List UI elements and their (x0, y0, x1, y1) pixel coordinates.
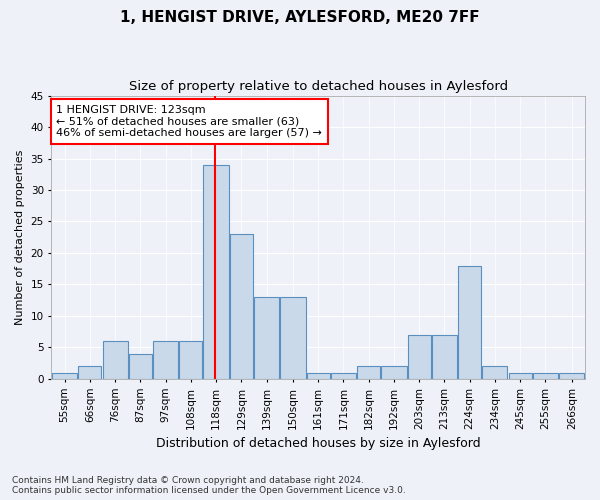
Bar (230, 234, 253, 379)
Y-axis label: Number of detached properties: Number of detached properties (15, 150, 25, 325)
Bar (533, 372, 558, 379)
Bar (458, 266, 481, 379)
Bar (382, 366, 407, 379)
Bar (179, 341, 202, 379)
Bar (129, 354, 152, 379)
Bar (432, 335, 457, 379)
Title: Size of property relative to detached houses in Aylesford: Size of property relative to detached ho… (128, 80, 508, 93)
Bar (482, 366, 508, 379)
Bar (79, 366, 101, 379)
Text: 1 HENGIST DRIVE: 123sqm
← 51% of detached houses are smaller (63)
46% of semi-de: 1 HENGIST DRIVE: 123sqm ← 51% of detache… (56, 105, 322, 138)
Bar (307, 372, 329, 379)
Bar (509, 372, 532, 379)
Bar (559, 372, 584, 379)
Bar (331, 372, 356, 379)
Bar (153, 341, 178, 379)
Bar (103, 341, 128, 379)
Bar (357, 366, 380, 379)
Text: 1, HENGIST DRIVE, AYLESFORD, ME20 7FF: 1, HENGIST DRIVE, AYLESFORD, ME20 7FF (120, 10, 480, 25)
Bar (203, 165, 229, 379)
Bar (254, 297, 279, 379)
X-axis label: Distribution of detached houses by size in Aylesford: Distribution of detached houses by size … (156, 437, 481, 450)
Bar (52, 372, 77, 379)
Bar (280, 297, 305, 379)
Text: Contains HM Land Registry data © Crown copyright and database right 2024.
Contai: Contains HM Land Registry data © Crown c… (12, 476, 406, 495)
Bar (408, 335, 431, 379)
